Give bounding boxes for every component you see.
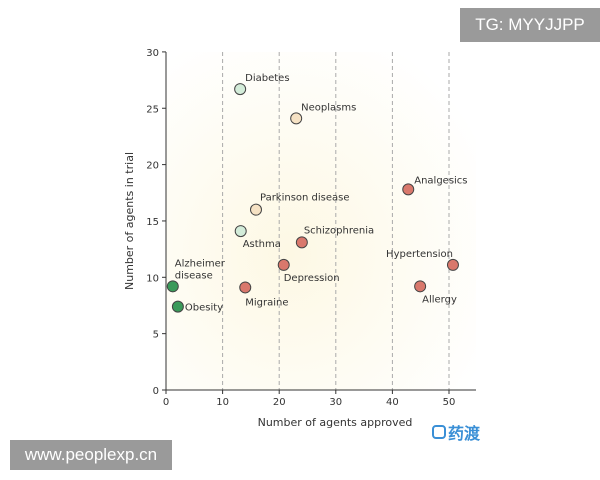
- x-tick-label: 20: [273, 397, 286, 408]
- point-label: Neoplasms: [301, 102, 356, 113]
- point-label: Depression: [284, 273, 340, 284]
- logo-text: 药渡: [448, 424, 481, 443]
- x-tick-label: 40: [386, 397, 399, 408]
- data-point: [171, 300, 184, 313]
- data-point: [166, 280, 179, 293]
- y-tick-label: 15: [146, 217, 159, 228]
- data-point: [249, 203, 262, 216]
- point-label: Migraine: [245, 297, 288, 308]
- data-point: [414, 280, 427, 293]
- x-tick-label: 10: [216, 397, 229, 408]
- watermark-tg: TG: MYYJJPP: [460, 8, 600, 42]
- data-point: [277, 258, 290, 271]
- point-label: Alzheimer: [175, 258, 226, 269]
- data-point: [234, 83, 247, 96]
- point-label: Diabetes: [245, 73, 289, 84]
- y-tick-label: 30: [146, 48, 159, 59]
- x-axis-label: Number of agents approved: [258, 416, 413, 429]
- data-point: [402, 183, 415, 196]
- y-tick-label: 10: [146, 273, 159, 284]
- y-axis-label: Number of agents in trial: [123, 152, 136, 290]
- point-label: disease: [175, 270, 213, 281]
- y-tick-label: 20: [146, 161, 159, 172]
- logo-icon: [432, 425, 446, 439]
- point-label: Hypertension: [386, 249, 453, 260]
- data-point: [290, 112, 303, 125]
- data-point: [239, 281, 252, 294]
- point-label: Obesity: [185, 303, 223, 314]
- x-tick-label: 0: [163, 397, 169, 408]
- watermark-site: www.peoplexp.cn: [10, 440, 172, 470]
- point-label: Parkinson disease: [260, 193, 350, 204]
- point-label: Analgesics: [414, 175, 467, 186]
- y-tick-label: 5: [153, 330, 159, 341]
- plot-area: [166, 52, 476, 390]
- data-point: [234, 225, 247, 238]
- data-point: [295, 236, 308, 249]
- point-label: Schizophrenia: [304, 225, 374, 236]
- data-point: [446, 258, 459, 271]
- point-label: Asthma: [243, 239, 281, 250]
- y-tick-label: 0: [153, 386, 159, 397]
- point-label: Allergy: [422, 294, 457, 305]
- x-tick-label: 50: [443, 397, 456, 408]
- logo: 药渡: [432, 420, 480, 444]
- x-tick-label: 30: [329, 397, 342, 408]
- y-tick-label: 25: [146, 104, 159, 115]
